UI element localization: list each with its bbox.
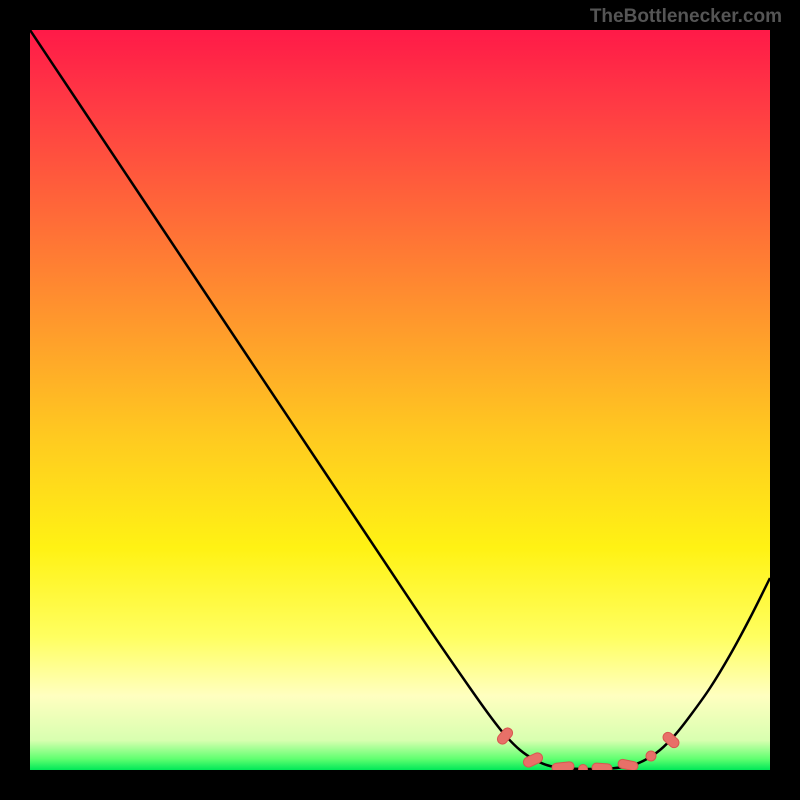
curve-marker	[592, 763, 613, 770]
bottleneck-curve-chart	[30, 30, 770, 770]
curve-marker	[646, 751, 656, 761]
watermark-text: TheBottlenecker.com	[590, 6, 782, 28]
chart-container	[30, 30, 770, 770]
curve-marker	[579, 765, 588, 771]
chart-background	[30, 30, 770, 770]
